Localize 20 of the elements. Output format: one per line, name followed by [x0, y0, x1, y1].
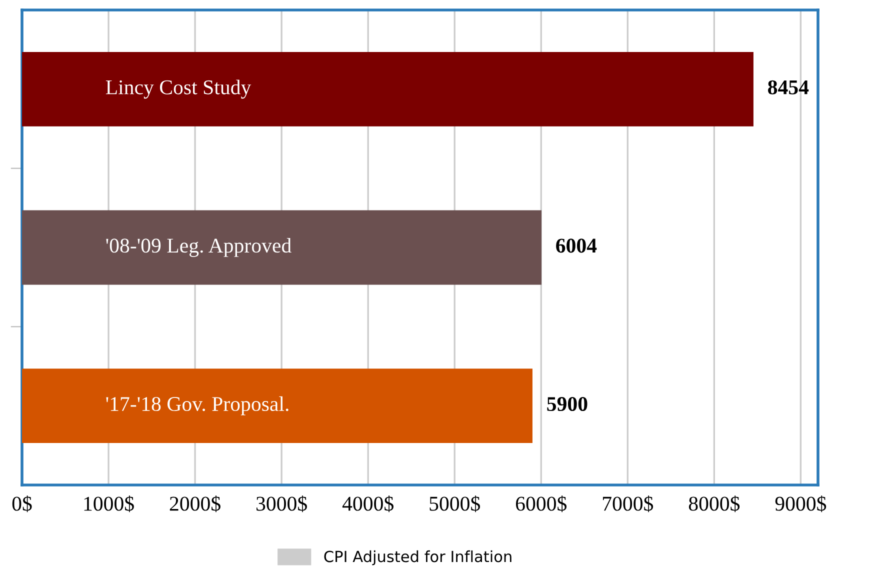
bar [22, 52, 754, 126]
x-tick-label: 3000$ [256, 495, 307, 512]
x-tick-label: 0$ [12, 495, 32, 512]
data-label: 5900 [547, 396, 588, 412]
y-tick-label: '17-'18 Gov. Proposal. [106, 396, 288, 416]
x-tick-label: 4000$ [342, 495, 394, 512]
y-tick-label: '08-'09 Leg. Approved [106, 238, 292, 257]
y-tick-label: Lincy Cost Study [106, 80, 252, 99]
data-label: 6004 [556, 238, 597, 253]
x-tick-label: 9000$ [775, 495, 826, 512]
x-tick-label: 8000$ [688, 495, 740, 512]
x-tick-label: 5000$ [430, 495, 480, 512]
x-tick-label: 1000$ [84, 495, 134, 512]
x-tick-label: 2000$ [170, 495, 220, 512]
bar [22, 210, 542, 285]
data-label: 8454 [768, 80, 809, 94]
x-tick-label: 7000$ [602, 495, 654, 512]
text: CPI Adjusted for Inflation [324, 550, 512, 566]
x-tick-label: 6000$ [516, 495, 567, 512]
bar [22, 368, 532, 444]
